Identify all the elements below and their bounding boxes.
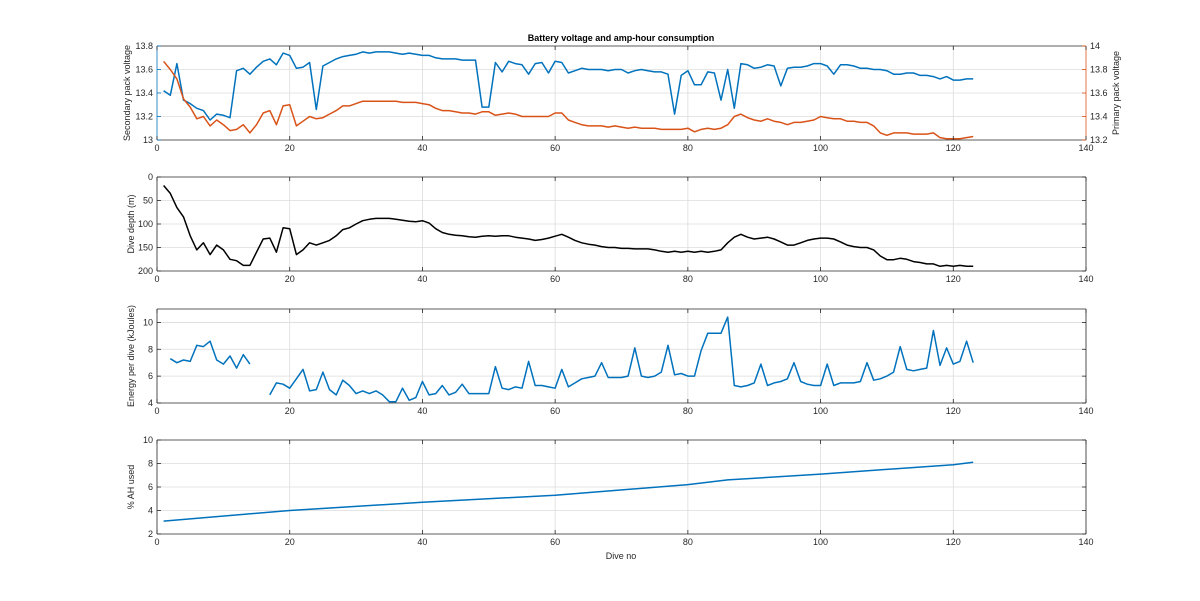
p1-ytick-label-13.8: 13.8	[135, 41, 153, 51]
p3-p3-series-0-line-seg1	[269, 316, 974, 403]
p3-xtick-label-80: 80	[683, 406, 693, 416]
p4-xtick-label-40: 40	[417, 537, 427, 547]
p3-xtick-label-140: 140	[1078, 406, 1093, 416]
p4-ytick-label-8: 8	[148, 459, 153, 469]
p2-ytick-label-150: 150	[138, 243, 153, 253]
x-axis-label: Dive no	[606, 551, 637, 561]
p4-ytick-label-4: 4	[148, 506, 153, 516]
p2-xtick-label-40: 40	[417, 274, 427, 284]
p2-ytick-label-200: 200	[138, 266, 153, 276]
p3-ytick-label-10: 10	[143, 317, 153, 327]
p1-ytick-right-label-13.8: 13.8	[1090, 65, 1108, 75]
p1-xtick-label-60: 60	[550, 143, 560, 153]
p2-xtick-label-60: 60	[550, 274, 560, 284]
grid-layer	[157, 46, 1086, 534]
p2-ytick-label-50: 50	[143, 196, 153, 206]
p1-xtick-label-40: 40	[417, 143, 427, 153]
p2-p2-series-0-line	[163, 185, 974, 268]
p1-xtick-label-20: 20	[285, 143, 295, 153]
p1-ytick-right-label-13.2: 13.2	[1090, 135, 1108, 145]
p1-ylabel: Secondary pack voltage	[122, 45, 132, 141]
p3-ytick-label-4: 4	[148, 398, 153, 408]
figure-title: Battery voltage and amp-hour consumption	[528, 33, 715, 43]
p4-xtick-label-100: 100	[813, 537, 828, 547]
p1-ylabel-right: Primary pack voltage	[1111, 51, 1121, 135]
text-layer: 0 20 40 60 80 100 120 1401313.213.413.613.8Seco…	[122, 41, 1121, 547]
p2-xtick-label-140: 140	[1078, 274, 1093, 284]
p1-primary-pack-voltage-line	[163, 60, 974, 140]
series-layer	[163, 51, 974, 522]
p1-xtick-label-80: 80	[683, 143, 693, 153]
p4-ylabel: % AH used	[126, 465, 136, 510]
p1-xtick-label-0: 0	[154, 143, 159, 153]
p2-xtick-label-100: 100	[813, 274, 828, 284]
p4-xtick-label-0: 0	[154, 537, 159, 547]
p1-ytick-label-13.2: 13.2	[135, 112, 153, 122]
p3-xtick-label-40: 40	[417, 406, 427, 416]
p1-ytick-right-label-13.4: 13.4	[1090, 112, 1108, 122]
p1-xtick-label-140: 140	[1078, 143, 1093, 153]
p1-xtick-label-100: 100	[813, 143, 828, 153]
p3-xtick-label-20: 20	[285, 406, 295, 416]
p2-xtick-label-120: 120	[946, 274, 961, 284]
p2-ytick-label-100: 100	[138, 219, 153, 229]
p1-xtick-label-120: 120	[946, 143, 961, 153]
p4-xtick-label-80: 80	[683, 537, 693, 547]
p1-secondary-pack-voltage-line	[163, 51, 974, 121]
p1-ytick-right-label-13.6: 13.6	[1090, 88, 1108, 98]
p4-xtick-label-60: 60	[550, 537, 560, 547]
p4-xtick-label-120: 120	[946, 537, 961, 547]
p2-ylabel: Dive depth (m)	[126, 194, 136, 253]
p1-ytick-label-13.6: 13.6	[135, 65, 153, 75]
p1-ytick-label-13.4: 13.4	[135, 88, 153, 98]
p3-xtick-label-60: 60	[550, 406, 560, 416]
p3-xtick-label-100: 100	[813, 406, 828, 416]
p2-ytick-label-0: 0	[148, 172, 153, 182]
p4-xtick-label-140: 140	[1078, 537, 1093, 547]
p1-ytick-label-13: 13	[143, 135, 153, 145]
p3-ytick-label-8: 8	[148, 344, 153, 354]
p3-xtick-label-0: 0	[154, 406, 159, 416]
p1-ytick-right-label-14: 14	[1090, 41, 1100, 51]
p3-p3-series-0-line-seg0	[169, 340, 251, 369]
p3-ylabel: Energy per dive (kJoules)	[126, 305, 136, 407]
p4-p4-series-0-line	[163, 461, 974, 522]
p3-xtick-label-120: 120	[946, 406, 961, 416]
p4-ytick-label-6: 6	[148, 482, 153, 492]
p2-xtick-label-80: 80	[683, 274, 693, 284]
p2-xtick-label-20: 20	[285, 274, 295, 284]
p4-ytick-label-10: 10	[143, 435, 153, 445]
p2-xtick-label-0: 0	[154, 274, 159, 284]
p4-xtick-label-20: 20	[285, 537, 295, 547]
axes-layer	[156, 45, 1087, 535]
p3-ytick-label-6: 6	[148, 371, 153, 381]
p4-ytick-label-2: 2	[148, 529, 153, 539]
